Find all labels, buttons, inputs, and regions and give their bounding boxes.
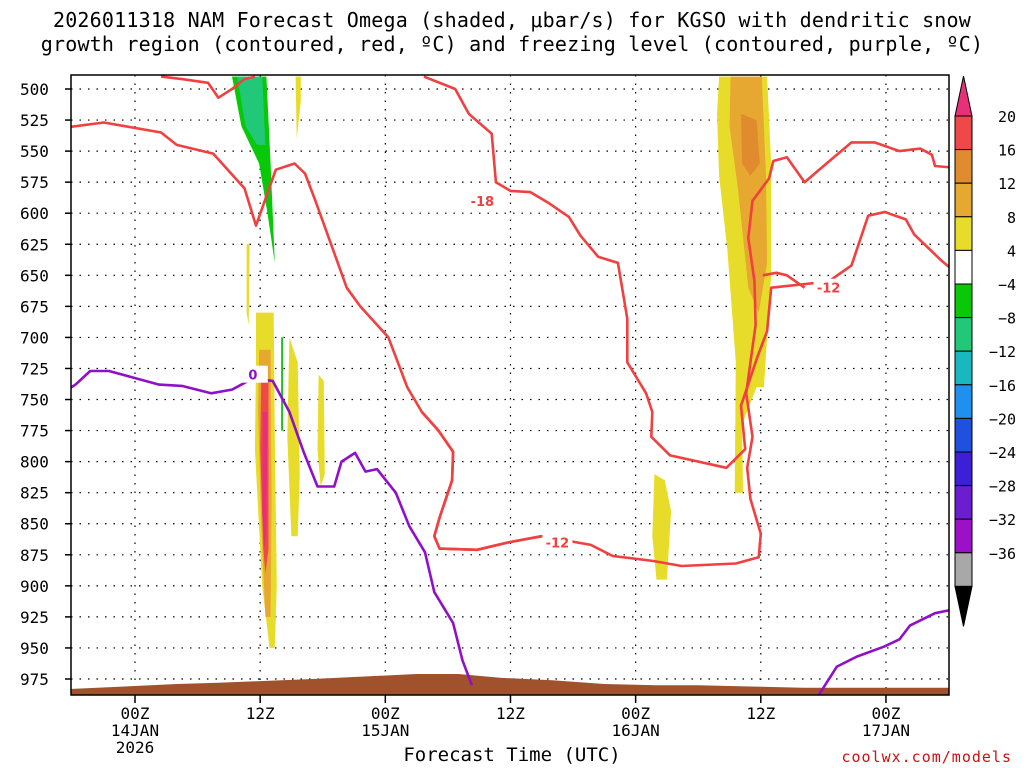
colorbar-label: 16 bbox=[998, 142, 1016, 160]
colorbar-segment bbox=[954, 451, 973, 487]
colorbar-label: −36 bbox=[989, 545, 1016, 563]
omega-region-rising-thin-mid bbox=[246, 244, 250, 325]
x-tick-label: 00Z bbox=[621, 704, 650, 723]
y-tick-label: 700 bbox=[20, 328, 49, 347]
y-tick-label: 600 bbox=[20, 204, 49, 223]
y-tick-label: 750 bbox=[20, 391, 49, 410]
colorbar-segment bbox=[954, 317, 973, 352]
colorbar-label: −20 bbox=[989, 410, 1016, 428]
colorbar-segment bbox=[954, 417, 973, 453]
colorbar-label: −8 bbox=[998, 310, 1016, 328]
colorbar-bottom-arrow bbox=[954, 585, 973, 627]
colorbar-segment bbox=[954, 384, 973, 419]
y-tick-label: 950 bbox=[20, 639, 49, 658]
x-tick-label: 15JAN bbox=[361, 721, 409, 740]
colorbar-segment bbox=[954, 485, 973, 520]
chart-title: 2026011318 NAM Forecast Omega (shaded, μ… bbox=[0, 8, 1024, 56]
site-credit: coolwx.com/models bbox=[841, 748, 1012, 766]
x-tick-label: 2026 bbox=[116, 738, 155, 757]
colorbar-segment bbox=[954, 149, 973, 184]
colorbar-label: −32 bbox=[989, 511, 1016, 529]
y-tick-label: 650 bbox=[20, 266, 49, 285]
y-tick-label: 525 bbox=[20, 111, 49, 130]
omega-region-rising-late-deep bbox=[741, 113, 760, 176]
omega-region-core-magenta bbox=[262, 411, 268, 549]
colorbar-label: −24 bbox=[989, 444, 1016, 462]
y-tick-label: 625 bbox=[20, 235, 49, 254]
colorbar-label: −28 bbox=[989, 478, 1016, 496]
x-axis-label: Forecast Time (UTC) bbox=[403, 744, 621, 766]
y-tick-label: 675 bbox=[20, 297, 49, 316]
y-tick-label: 925 bbox=[20, 608, 49, 627]
x-tick-label: 17JAN bbox=[862, 721, 910, 740]
contour-label: -12 bbox=[546, 536, 570, 551]
omega-region-rising-strip-a bbox=[287, 337, 300, 537]
x-tick-label: 00Z bbox=[371, 704, 400, 723]
terrain-fill bbox=[71, 674, 949, 695]
omega-region-rising-strip-b bbox=[317, 374, 325, 487]
x-tick-label: 16JAN bbox=[612, 721, 660, 740]
colorbar-segment bbox=[954, 216, 973, 251]
contour-labels: -12 -12 -18 0 bbox=[237, 191, 844, 551]
chart-title-line-2: growth region (contoured, red, ºC) and f… bbox=[40, 32, 984, 56]
terrain bbox=[71, 674, 949, 695]
contour-isotherm--18C-far bbox=[423, 75, 949, 470]
colorbar: 20 16 12 8 4 −4 −8 −12 −16 −20 −24 −28 −32 −36 bbox=[954, 75, 1016, 627]
omega-region-rising-thin-upper bbox=[295, 76, 301, 139]
colorbar-label: 12 bbox=[998, 175, 1016, 193]
omega-region-rising-strip-c bbox=[652, 474, 672, 580]
x-tick-label: 14JAN bbox=[111, 721, 159, 740]
x-tick-label: 00Z bbox=[872, 704, 901, 723]
colorbar-segment bbox=[954, 518, 973, 554]
y-tick-label: 975 bbox=[20, 670, 49, 689]
omega-region-sinking-teal-upper bbox=[237, 76, 266, 145]
colorbar-segment bbox=[954, 115, 973, 151]
contour-freezing-level-0C bbox=[71, 369, 474, 686]
contour-label-bg bbox=[237, 365, 268, 383]
colorbar-segment bbox=[954, 249, 973, 285]
colorbar-top-arrow bbox=[954, 75, 973, 117]
contour-isotherm--18C bbox=[160, 75, 256, 99]
contour-label-bg bbox=[813, 278, 844, 296]
y-tick-label: 850 bbox=[20, 515, 49, 534]
colorbar-segment bbox=[954, 552, 973, 587]
y-tick-label: 575 bbox=[20, 173, 49, 192]
contour-isotherm--12C-right bbox=[762, 271, 806, 289]
y-tick-label: 725 bbox=[20, 359, 49, 378]
colorbar-segment bbox=[954, 350, 973, 386]
x-tick-label: 12Z bbox=[246, 704, 275, 723]
colorbar-label: −12 bbox=[989, 343, 1016, 361]
contour-isotherm--12C-lower bbox=[420, 411, 543, 552]
colorbar-segment bbox=[954, 182, 973, 218]
contour-label: -12 bbox=[817, 282, 841, 297]
y-tick-label: 825 bbox=[20, 484, 49, 503]
colorbar-label: 20 bbox=[998, 108, 1016, 126]
omega-shading bbox=[232, 76, 772, 648]
contour-label-bg bbox=[467, 191, 498, 209]
contour-label: -18 bbox=[471, 195, 495, 210]
colorbar-segment bbox=[954, 283, 973, 319]
colorbar-label: −4 bbox=[998, 276, 1016, 294]
x-tick-label: 00Z bbox=[121, 704, 150, 723]
colorbar-label: 8 bbox=[1007, 209, 1016, 227]
y-tick-label: 550 bbox=[20, 142, 49, 161]
colorbar-label: 4 bbox=[1007, 242, 1016, 260]
x-tick-label: 12Z bbox=[746, 704, 775, 723]
y-tick-label: 775 bbox=[20, 422, 49, 441]
colorbar-label: −16 bbox=[989, 377, 1016, 395]
contour-freezing-level-0C-late bbox=[817, 608, 949, 695]
y-tick-label: 900 bbox=[20, 577, 49, 596]
y-tick-label: 500 bbox=[20, 80, 49, 99]
y-axis: 500 525 550 575 600 625 650 675 700 725 750 775 800 8… bbox=[20, 80, 71, 689]
contour-label: 0 bbox=[248, 369, 257, 384]
y-tick-label: 800 bbox=[20, 453, 49, 472]
y-tick-label: 875 bbox=[20, 546, 49, 565]
x-tick-label: 12Z bbox=[496, 704, 525, 723]
chart-title-line-1: 2026011318 NAM Forecast Omega (shaded, μ… bbox=[52, 8, 972, 32]
contour-label-bg bbox=[542, 533, 573, 551]
